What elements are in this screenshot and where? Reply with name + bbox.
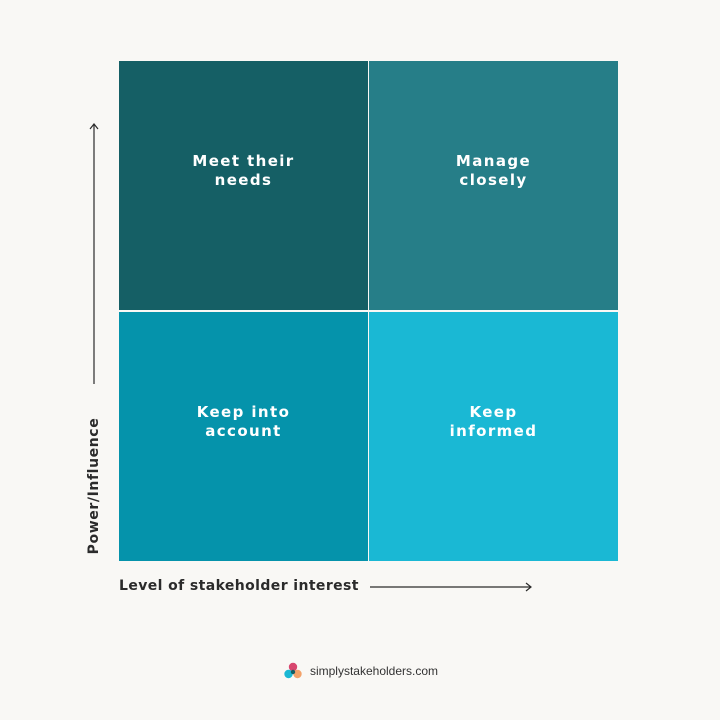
footer-website-text: simplystakeholders.com: [309, 664, 439, 678]
quadrant-label-line1: Keep into: [196, 402, 291, 421]
quadrant-meet-their-needs: Meet their needs: [119, 61, 368, 310]
quadrant-label-line2: account: [205, 421, 282, 440]
quadrant-label-line1: Keep: [469, 402, 518, 421]
quadrant-keep-informed: Keep informed: [369, 312, 618, 561]
x-axis-label: Level of stakeholder interest: [119, 578, 359, 594]
quadrant-label-line1: Manage: [455, 151, 532, 170]
quadrant-label-line2: closely: [459, 170, 528, 189]
y-axis-arrow-icon: [89, 123, 99, 384]
footer: simplystakeholders.com: [0, 661, 720, 681]
quadrant-label-line1: Meet their: [192, 151, 295, 170]
simplystakeholders-logo-icon: [284, 662, 302, 679]
quadrant-manage-closely: Manage closely: [369, 61, 618, 310]
quadrant-label-line2: informed: [449, 421, 538, 440]
y-axis-label: Power/Influence: [86, 417, 102, 555]
stakeholder-matrix: Meet their needs Manage closely Keep int…: [119, 61, 618, 561]
quadrant-label-line2: needs: [214, 170, 273, 189]
quadrant-keep-into-account: Keep into account: [119, 312, 368, 561]
x-axis-arrow-icon: [370, 582, 532, 592]
